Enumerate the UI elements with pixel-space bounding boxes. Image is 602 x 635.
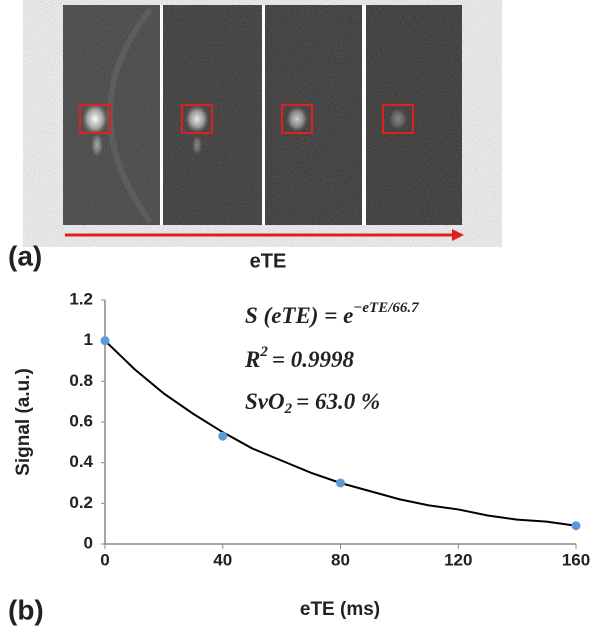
annotation-part: = 0.9998 (272, 347, 355, 372)
y-tick-label: 0 (84, 533, 93, 552)
vessel-signal (185, 105, 209, 133)
annotation: S (eTE) = e−eTE/66.7 (245, 300, 419, 328)
vessel-signal (389, 108, 407, 130)
mri-images (63, 5, 464, 241)
x-tick-label: 40 (213, 550, 232, 569)
x-axis-label: eTE (ms) (300, 599, 380, 620)
x-tick-label: 160 (562, 550, 590, 569)
roi-boxes (79, 104, 414, 134)
x-tick-label: 0 (100, 550, 109, 569)
annotation-part: 2 (284, 401, 293, 417)
annotation: SvO2 = 63.0 % (245, 389, 380, 417)
annotation-part: R (244, 347, 260, 372)
y-tick-label: 0.4 (69, 452, 93, 471)
y-tick-label: 0.2 (69, 493, 93, 512)
y-tick-label: 0.8 (69, 371, 93, 390)
data-point (571, 521, 581, 531)
data-point (336, 478, 345, 488)
vessel-signal (82, 103, 108, 135)
panel-label: (b) (8, 594, 44, 625)
annotation-part: 2 (259, 344, 268, 360)
annotation-part: S (eTE) = e (245, 303, 353, 328)
y-tick-label: 1.2 (69, 289, 93, 308)
data-point (218, 431, 228, 441)
arrow-label: eTE (250, 250, 287, 272)
x-tick-label: 80 (331, 550, 350, 569)
arrow-head (452, 229, 464, 241)
panel-label: (a) (8, 240, 42, 271)
y-tick-label: 1 (84, 330, 93, 349)
annotation-part: SvO (245, 389, 285, 414)
annotation-part: = 63.0 % (296, 389, 380, 414)
x-tick-label: 120 (444, 550, 472, 569)
y-axis-label: Signal (a.u.) (13, 368, 34, 476)
data-point (100, 336, 110, 346)
annotation: R2 = 0.9998 (244, 344, 354, 372)
vessel-signal (286, 106, 308, 132)
y-tick-label: 0.6 (69, 411, 93, 430)
annotation-part: −eTE/66.7 (353, 300, 419, 316)
